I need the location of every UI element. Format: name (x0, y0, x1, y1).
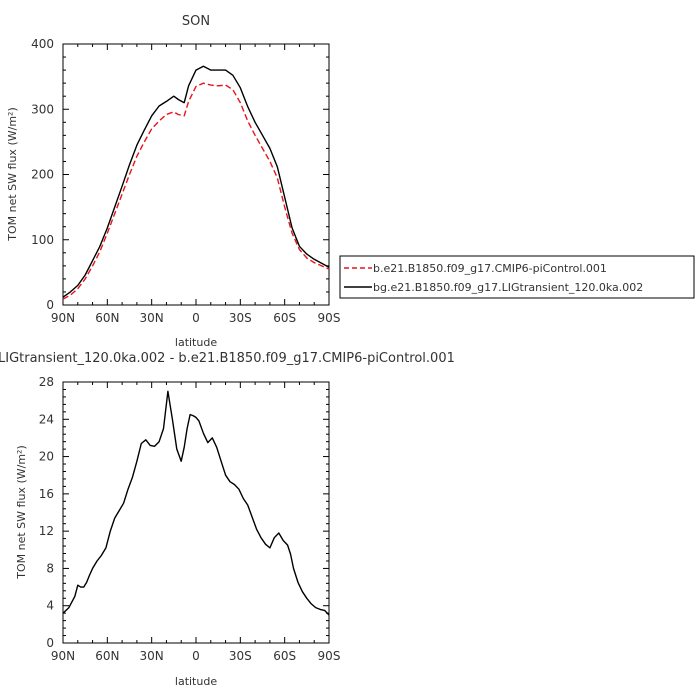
bottom-x-tick-label: 0 (192, 649, 200, 663)
bottom-y-tick-label: 28 (39, 375, 54, 389)
top-plot-frame (62, 43, 330, 306)
top-y-axis-label: TOM net SW flux (W/m²) (6, 107, 19, 241)
top-x-tick-label: 60S (273, 311, 296, 325)
top-series-line-0 (62, 82, 330, 300)
bottom-y-tick-label: 24 (39, 412, 54, 426)
bottom-y-tick-label: 0 (46, 636, 54, 650)
top-x-tick-label: 30S (229, 311, 252, 325)
top-y-tick-label: 300 (31, 102, 54, 116)
top-x-tick-label: 90N (51, 311, 75, 325)
top-x-tick-label: 30N (140, 311, 164, 325)
bottom-x-tick-label: 30N (140, 649, 164, 663)
bottom-x-axis-label: latitude (175, 675, 217, 688)
bottom-y-tick-label: 20 (39, 450, 54, 464)
bottom-x-tick-label: 30S (229, 649, 252, 663)
top-x-tick-label: 60N (95, 311, 119, 325)
legend-label-LIGtransient: bg.e21.B1850.f09_g17.LIGtransient_120.0k… (373, 281, 643, 294)
bottom-series-group (62, 390, 330, 616)
bottom-plot-frame (62, 381, 330, 644)
top-x-tick-label: 90S (318, 311, 341, 325)
top-y-tick-label: 0 (46, 298, 54, 312)
bottom-x-tick-label: 90N (51, 649, 75, 663)
bottom-series-line-0 (62, 390, 330, 616)
legend-label-piControl: b.e21.B1850.f09_g17.CMIP6-piControl.001 (373, 262, 607, 275)
bottom-x-tick-label: 90S (318, 649, 341, 663)
top-y-tick-label: 100 (31, 233, 54, 247)
bottom-y-tick-label: 12 (39, 524, 54, 538)
bottom-y-tick-label: 4 (46, 599, 54, 613)
top-series-group (62, 65, 330, 300)
top-y-tick-label: 400 (31, 37, 54, 51)
top-ticks: 90N 60N 30N 0 30S 60S 90S 0 100 200 300 400 (31, 37, 340, 325)
bottom-y-tick-label: 8 (46, 561, 54, 575)
top-x-tick-label: 0 (192, 311, 200, 325)
bottom-y-tick-label: 16 (39, 487, 54, 501)
bottom-chart: LIGtransient_120.0ka.002 - b.e21.B1850.f… (0, 351, 455, 688)
bottom-x-tick-label: 60S (273, 649, 296, 663)
bottom-y-axis-label: TOM net SW flux (W/m²) (15, 445, 28, 579)
top-chart: SON 90N 60N 30N 0 30S 60S 90S 0 100 200 300 400 lat… (6, 14, 340, 349)
legend-box (339, 255, 695, 299)
bottom-chart-title: LIGtransient_120.0ka.002 - b.e21.B1850.f… (0, 351, 455, 366)
top-x-axis-label: latitude (175, 336, 217, 349)
top-series-line-1 (62, 65, 330, 298)
bottom-ticks: 90N 60N 30N 0 30S 60S 90S 0 4 8 12 16 20 24 28 (39, 375, 341, 663)
top-chart-title: SON (182, 14, 210, 29)
bottom-x-tick-label: 60N (95, 649, 119, 663)
legend: b.e21.B1850.f09_g17.CMIP6-piControl.001 … (339, 255, 695, 299)
top-y-tick-label: 200 (31, 168, 54, 182)
